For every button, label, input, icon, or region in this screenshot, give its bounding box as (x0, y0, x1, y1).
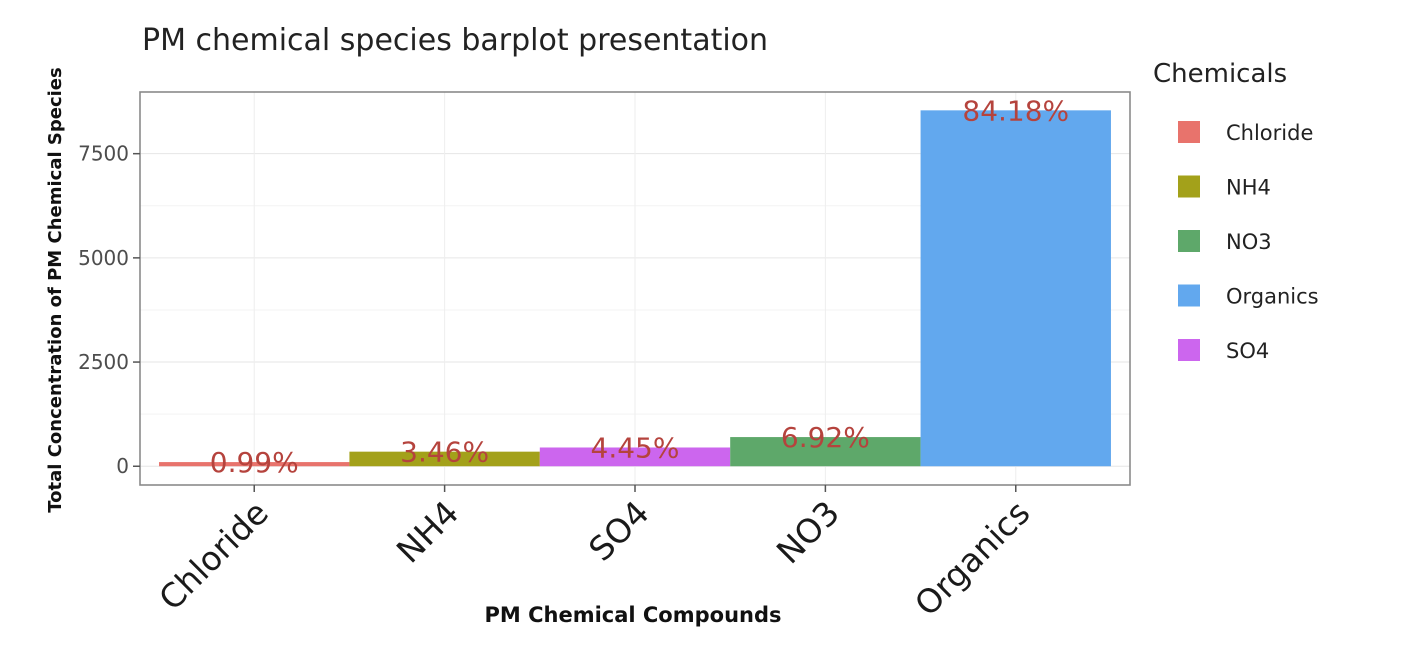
legend-swatch-no3 (1178, 230, 1200, 252)
legend-label-no3: NO3 (1226, 230, 1272, 254)
data-label-nh4: 3.46% (400, 436, 489, 469)
bar-no3 (730, 437, 921, 467)
x-tick-label: NH4 (389, 493, 466, 570)
bar-chloride (159, 462, 350, 467)
y-tick-label: 2500 (78, 350, 129, 374)
y-tick-label: 5000 (78, 246, 129, 270)
legend-title: Chemicals (1153, 59, 1287, 89)
legend-label-nh4: NH4 (1226, 176, 1271, 200)
y-axis-title: Total Concentration of PM Chemical Speci… (45, 67, 66, 512)
legend-label-chloride: Chloride (1226, 121, 1313, 145)
legend-label-organics: Organics (1226, 285, 1319, 309)
legend-label-so4: SO4 (1226, 339, 1269, 363)
legend-swatch-chloride (1178, 121, 1200, 143)
x-tick-label: NO3 (769, 493, 847, 571)
data-label-chloride: 0.99% (210, 446, 299, 479)
x-tick-label: Organics (907, 493, 1038, 624)
data-label-no3: 6.92% (781, 421, 870, 454)
x-axis-title: PM Chemical Compounds (484, 603, 781, 627)
legend-swatch-so4 (1178, 339, 1200, 361)
bar-so4 (539, 447, 731, 467)
legend-swatch-nh4 (1178, 175, 1200, 198)
y-tick-label: 7500 (78, 142, 129, 166)
x-tick-label: Chloride (151, 493, 276, 618)
data-label-organics: 84.18% (962, 94, 1069, 127)
legend-swatch-organics (1178, 284, 1200, 307)
plot-area: 0.99% 3.46% 4.45% 6.92% 84.18% 0 2500 5000 7500 C… (78, 91, 1131, 624)
data-label-so4: 4.45% (591, 431, 680, 464)
x-tick-label: SO4 (581, 493, 657, 569)
chart-title: PM chemical species barplot presentation (142, 23, 768, 58)
bar-nh4 (349, 451, 540, 467)
y-tick-label: 0 (116, 454, 129, 478)
bar-organics (920, 110, 1111, 467)
legend: Chemicals Chloride NH4 NO3 Organics SO4 (1153, 59, 1319, 363)
